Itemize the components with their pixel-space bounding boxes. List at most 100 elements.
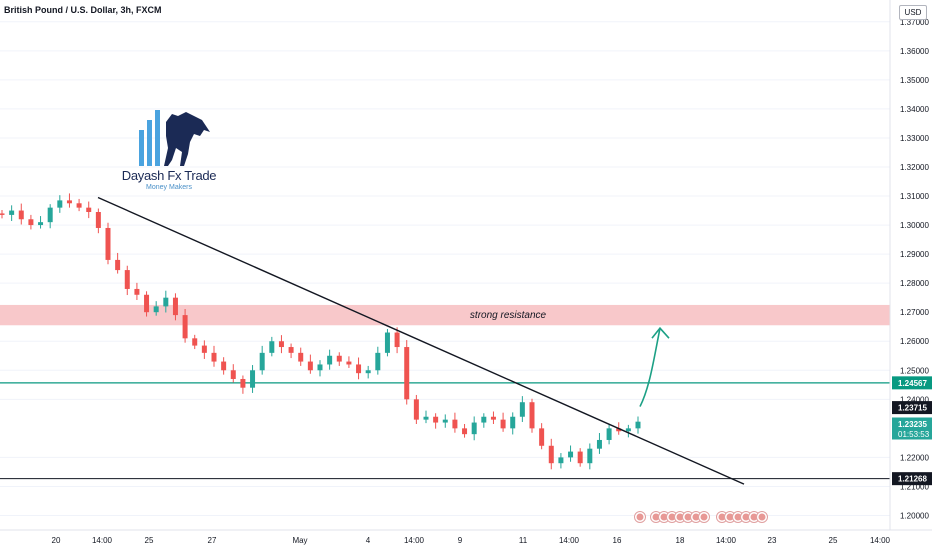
candle-body — [250, 370, 256, 388]
lower-price-label: 1.21268 — [898, 475, 927, 484]
candle-body — [288, 347, 294, 353]
projection-arrow — [639, 328, 661, 407]
candle-body — [384, 332, 390, 353]
x-tick-label: 9 — [458, 536, 463, 545]
candle-body — [144, 294, 150, 313]
candle-body — [519, 402, 525, 417]
candle-body — [38, 222, 44, 226]
candle-body — [587, 448, 593, 464]
x-tick-label: 11 — [519, 536, 528, 545]
x-tick-label: 25 — [829, 536, 838, 545]
y-tick-label: 1.36000 — [900, 47, 929, 56]
candle-body — [9, 210, 15, 215]
logo: Dayash Fx Trade Money Makers — [114, 108, 224, 196]
support-price-label: 1.24567 — [898, 379, 927, 388]
event-flag-dot — [668, 513, 676, 521]
candle-body — [558, 457, 564, 464]
candle-body — [462, 428, 468, 435]
candle-body — [153, 306, 159, 313]
candle-body — [356, 364, 362, 374]
candle-body — [201, 345, 207, 353]
candle-body — [548, 445, 554, 464]
candle-body — [192, 338, 198, 346]
candle-body — [124, 270, 130, 289]
logo-bull-icon — [139, 110, 210, 166]
x-tick-label: 14:00 — [92, 536, 113, 545]
event-flag-dot — [700, 513, 708, 521]
candle-body — [182, 315, 188, 339]
candle-body — [471, 422, 477, 435]
currency-badge[interactable]: USD — [899, 5, 927, 20]
current-price-label-countdown: 01:53:53 — [898, 430, 930, 439]
resistance-zone — [0, 304, 890, 326]
current-price-label: 1.23235 — [898, 420, 927, 429]
x-tick-label: 14:00 — [559, 536, 580, 545]
y-tick-label: 1.37000 — [900, 18, 929, 27]
y-tick-label: 1.24000 — [900, 395, 929, 404]
resistance-price-label-bg — [892, 401, 932, 415]
y-tick-label: 1.21000 — [900, 482, 929, 491]
candle-body — [606, 428, 612, 440]
y-tick-label: 1.25000 — [900, 366, 929, 375]
event-flag-dot — [742, 513, 750, 521]
x-tick-label: 14:00 — [716, 536, 737, 545]
projection-arrowhead — [651, 326, 670, 339]
y-tick-label: 1.33000 — [900, 134, 929, 143]
x-tick-label: 25 — [145, 536, 154, 545]
resistance-label: strong resistance — [470, 310, 547, 321]
candle-body — [172, 297, 178, 316]
candle-body — [115, 259, 121, 271]
event-flag-dot — [750, 513, 758, 521]
current-price-label-bg — [892, 417, 932, 440]
candle-body — [336, 355, 342, 362]
x-tick-label: 27 — [208, 536, 217, 545]
candle-body — [278, 341, 284, 348]
lower-price-label-bg — [892, 472, 932, 486]
candle-body — [442, 419, 448, 423]
logo-name: Dayash Fx Trade — [121, 168, 217, 183]
candle-body — [269, 341, 275, 353]
candle-body — [317, 364, 323, 371]
x-tick-label: 20 — [52, 536, 61, 545]
candle-body — [134, 288, 140, 295]
x-tick-label: 16 — [613, 536, 622, 545]
candle-body — [577, 451, 583, 464]
candle-body — [481, 416, 487, 423]
candle-body — [625, 428, 631, 432]
y-tick-label: 1.28000 — [900, 279, 929, 288]
candle-body — [230, 370, 236, 379]
candle-body — [95, 212, 101, 228]
candle-body — [105, 227, 111, 260]
candle-body — [394, 332, 400, 348]
event-flag-dot — [676, 513, 684, 521]
candle-body — [596, 439, 602, 449]
candle-body — [510, 416, 516, 429]
candle-body — [298, 352, 304, 362]
event-flag-dot — [726, 513, 734, 521]
candle-body — [529, 402, 535, 429]
y-tick-label: 1.34000 — [900, 105, 929, 114]
event-flag-dot — [718, 513, 726, 521]
candle-body — [0, 213, 5, 215]
x-tick-label: 14:00 — [870, 536, 891, 545]
y-tick-label: 1.27000 — [900, 308, 929, 317]
candle-body — [66, 200, 72, 204]
candle-body — [413, 399, 419, 420]
candle-body — [365, 370, 371, 374]
candle-body — [433, 416, 439, 423]
candle-body — [307, 361, 313, 371]
y-tick-label: 1.31000 — [900, 192, 929, 201]
chart-title: British Pound / U.S. Dollar, 3h, FXCM — [4, 5, 162, 15]
event-flag-dot — [684, 513, 692, 521]
trendline — [97, 196, 745, 485]
candle-body — [28, 219, 34, 226]
event-flag-dot — [636, 513, 644, 521]
candle-body — [240, 378, 246, 388]
x-tick-label: 18 — [676, 536, 685, 545]
y-tick-label: 1.20000 — [900, 511, 929, 520]
candle-body — [616, 428, 622, 432]
candle-body — [500, 419, 506, 429]
event-flag-dot — [692, 513, 700, 521]
